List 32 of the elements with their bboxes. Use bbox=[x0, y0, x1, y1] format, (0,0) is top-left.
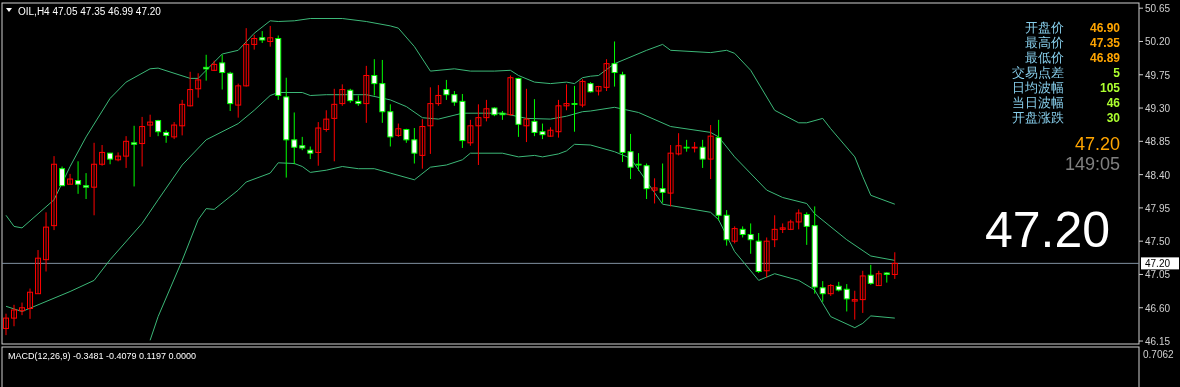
annotation: 交易点差 bbox=[1012, 65, 1064, 80]
annotation: 最低价 bbox=[1025, 50, 1064, 65]
annotation: 47.20 bbox=[984, 202, 1110, 258]
annotation: 47.35 bbox=[1089, 36, 1121, 50]
y-tick-label: 47.95 bbox=[1145, 202, 1171, 214]
annotation: 最高价 bbox=[1025, 35, 1064, 50]
y-tick-label: 50.20 bbox=[1145, 36, 1171, 48]
annotation: 当日波幅 bbox=[1012, 95, 1064, 110]
y-tick-label: 49.30 bbox=[1145, 103, 1171, 115]
y-tick-label: 48.40 bbox=[1145, 169, 1171, 181]
annotation: 5 bbox=[1113, 66, 1121, 80]
annotation: 46.90 bbox=[1089, 21, 1121, 35]
y-tick-label: 47.50 bbox=[1145, 236, 1171, 248]
y-tick-label: 46.60 bbox=[1145, 302, 1171, 314]
annotation: 开盘涨跌 bbox=[1012, 110, 1064, 125]
annotation: 30 bbox=[1106, 111, 1121, 125]
annotation: 开盘价 bbox=[1025, 20, 1064, 35]
y-tick-label: 49.75 bbox=[1145, 69, 1171, 81]
annotation: 105 bbox=[1099, 81, 1121, 95]
y-tick-label: 48.85 bbox=[1145, 136, 1171, 148]
annotation: 47.20 bbox=[1074, 134, 1120, 154]
text: 0.7062 bbox=[1143, 349, 1175, 360]
ref-line-label: 47.20 bbox=[1145, 258, 1171, 270]
text: MACD(12,26,9) -0.3481 -0.4079 0.1197 0.0000 bbox=[8, 351, 196, 361]
y-tick-label: 47.05 bbox=[1145, 269, 1171, 281]
y-tick-label: 46.15 bbox=[1145, 336, 1171, 348]
annotation: 149:05 bbox=[1064, 154, 1120, 174]
annotation: 46.89 bbox=[1089, 51, 1121, 65]
annotation: 46 bbox=[1106, 96, 1121, 110]
annotation: 日均波幅 bbox=[1012, 80, 1064, 95]
chart-title: OIL,H4 47.05 47.35 46.99 47.20 bbox=[18, 6, 162, 17]
y-tick-label: 50.65 bbox=[1145, 3, 1171, 15]
